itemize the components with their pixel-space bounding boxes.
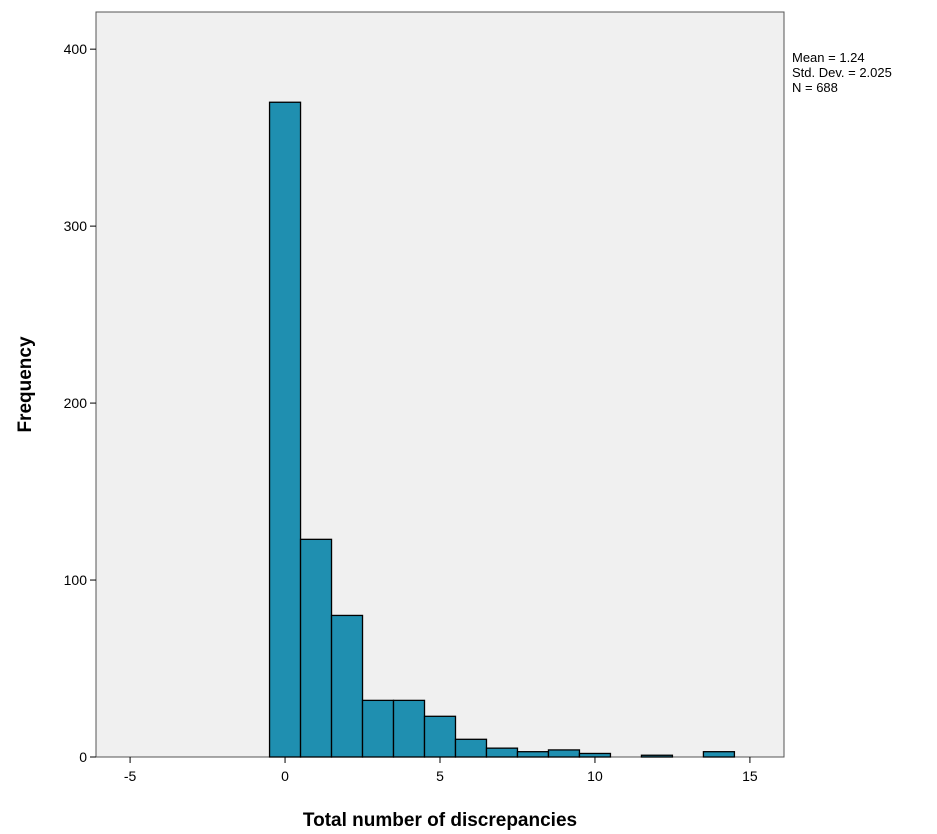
histogram-bar [454,738,488,758]
summary-statistics: Mean = 1.24 Std. Dev. = 2.025 N = 688 [792,50,892,95]
histogram-bar [516,751,550,758]
x-axis: -5 0 5 10 15 [124,757,758,784]
histogram-bar [485,747,519,758]
y-tick-label: 400 [64,41,88,57]
histogram-bar [547,749,581,758]
histogram-bar [268,101,302,758]
histogram-bar [361,699,395,758]
y-tick-label: 100 [64,572,88,588]
x-tick-label: 5 [436,768,444,784]
n-label: N = 688 [792,80,838,95]
histogram-bar [330,614,364,758]
std-dev-label: Std. Dev. = 2.025 [792,65,892,80]
mean-label: Mean = 1.24 [792,50,865,65]
histogram-bar [640,754,674,758]
x-tick-label: 15 [742,768,758,784]
x-tick-label: 10 [587,768,603,784]
x-tick-label: 0 [281,768,289,784]
x-axis-title: Total number of discrepancies [303,810,577,831]
y-axis-title: Frequency [15,336,36,433]
histogram-bar [578,752,612,758]
x-tick-label: -5 [124,768,137,784]
y-tick-label: 0 [79,749,87,765]
histogram-bar [299,538,333,758]
y-tick-label: 200 [64,395,88,411]
histogram-bar [392,699,426,758]
histogram-bar [702,751,736,758]
plot-area [95,11,785,758]
y-axis: 0 100 200 300 400 [64,41,96,765]
y-tick-label: 300 [64,218,88,234]
histogram-bar [423,715,457,758]
histogram-bars [268,101,736,758]
